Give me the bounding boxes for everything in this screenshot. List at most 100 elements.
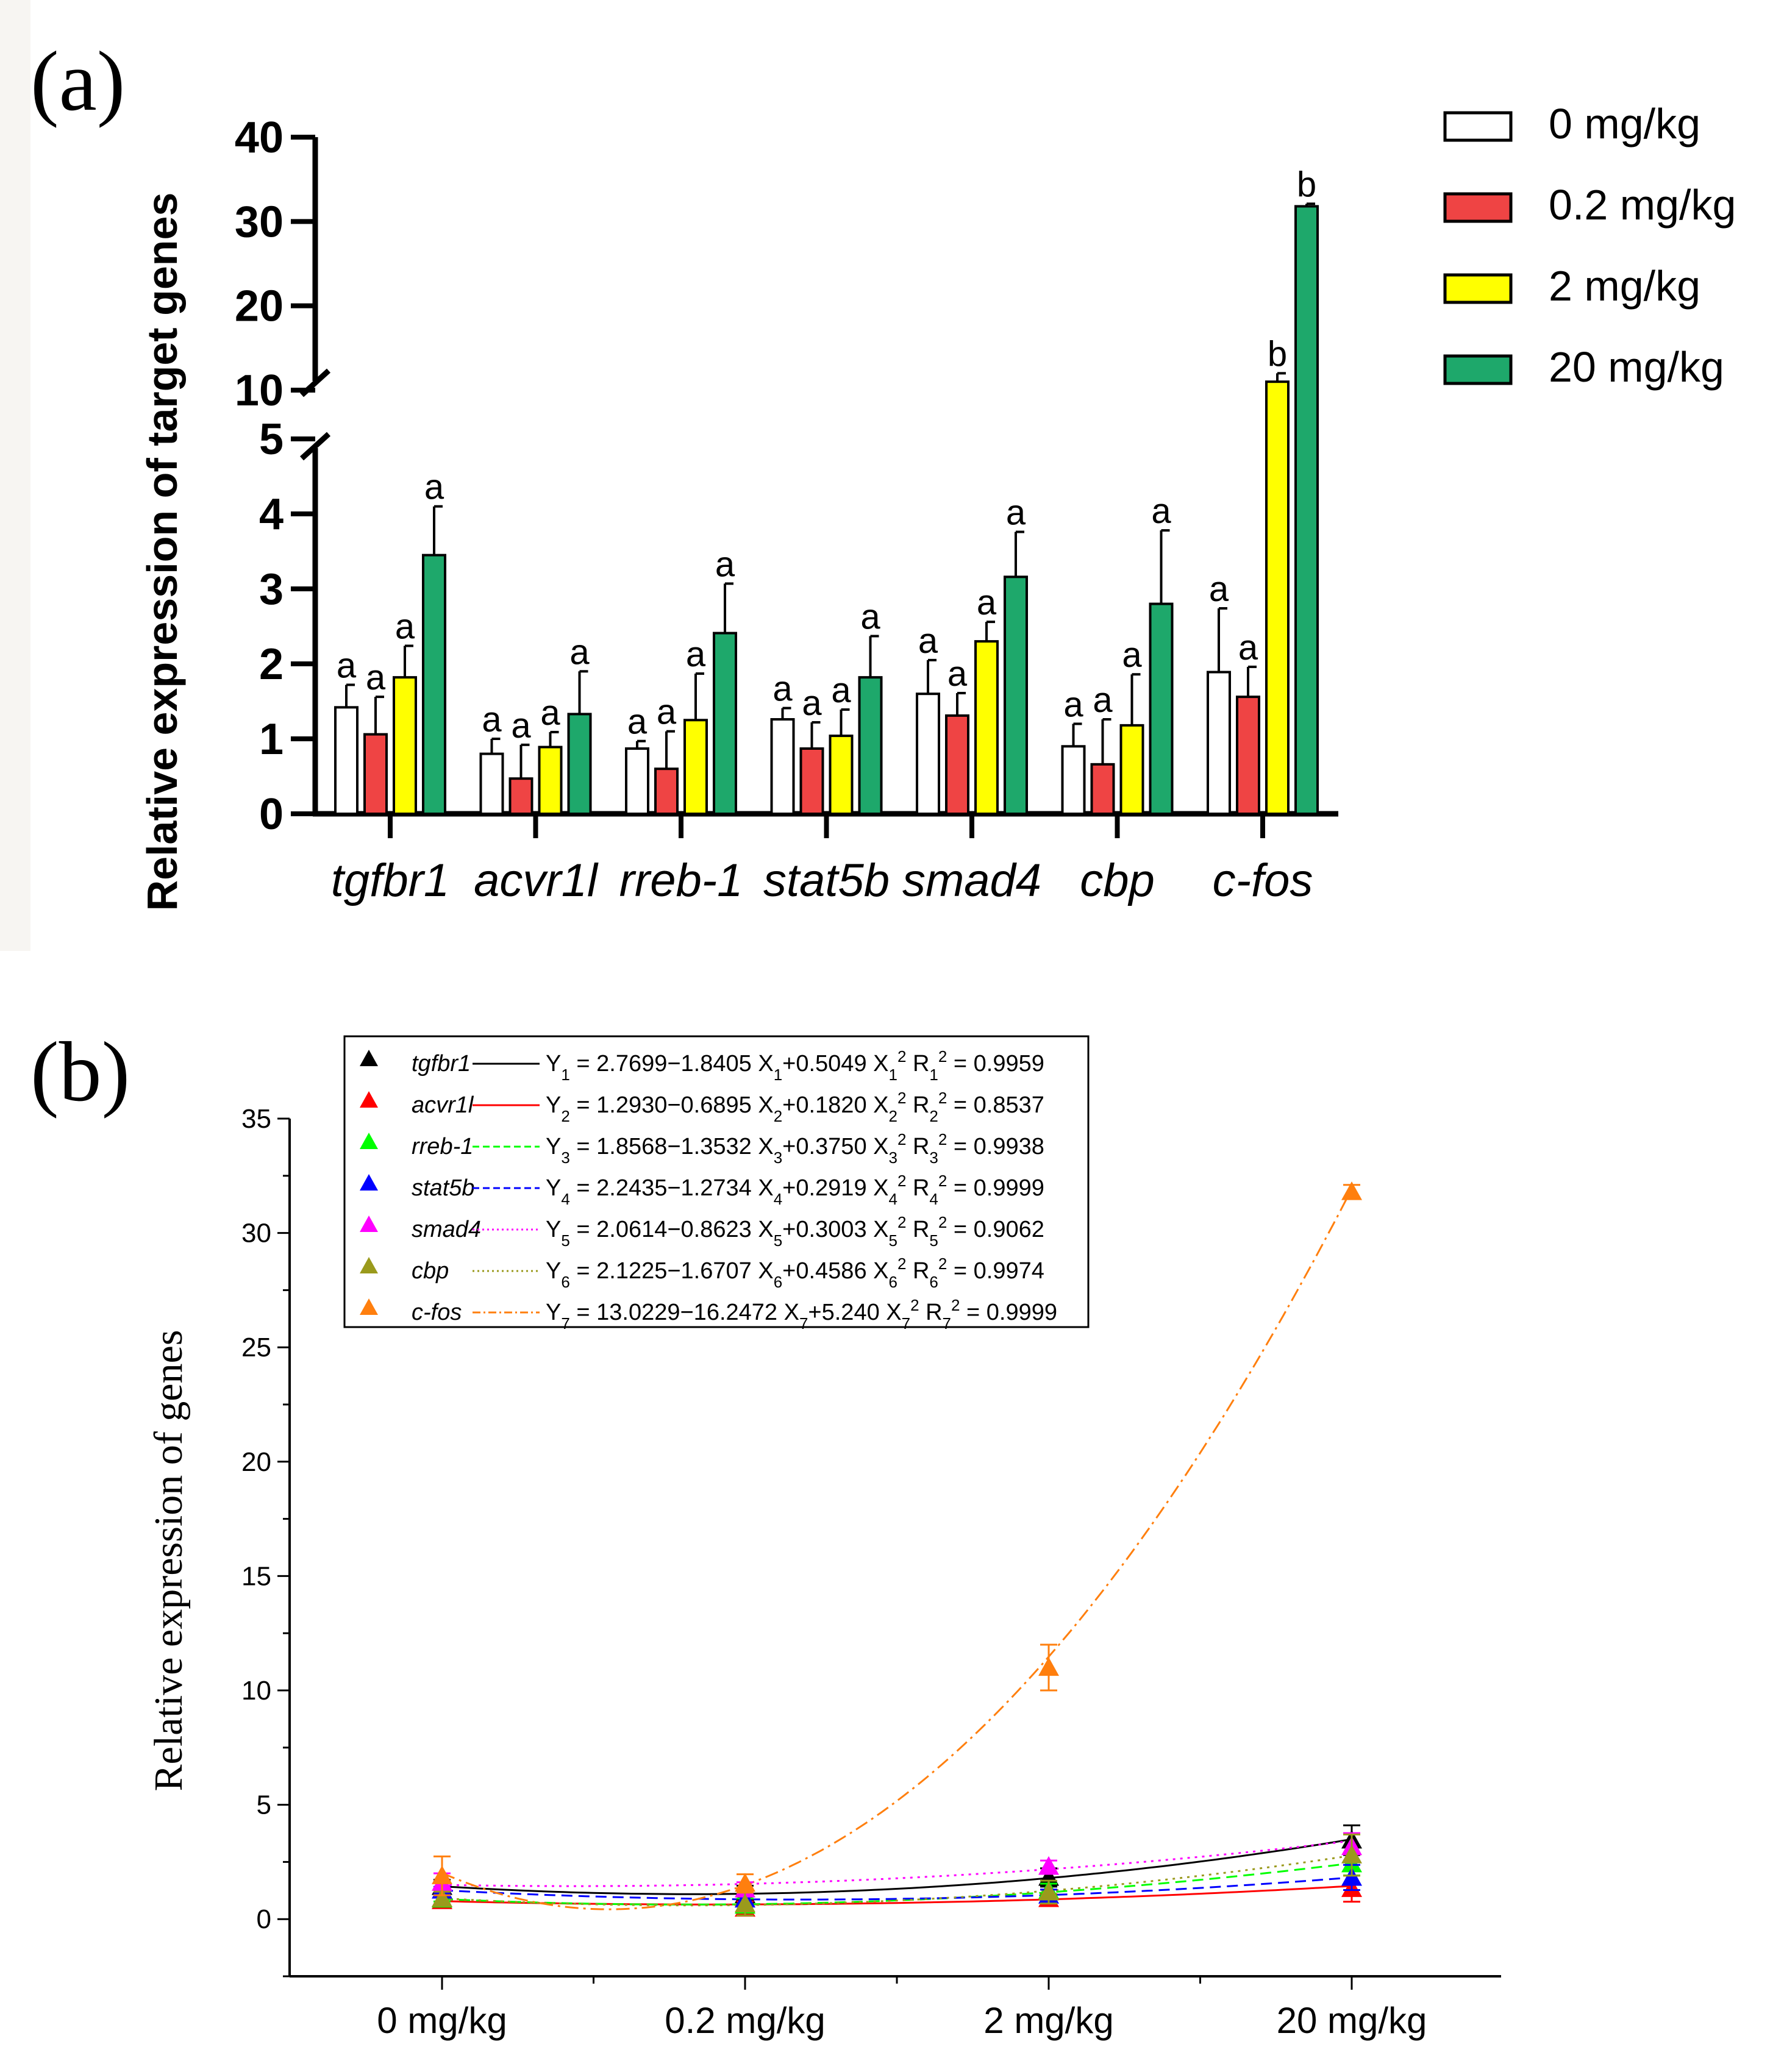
data-point-marker <box>1038 1881 1059 1901</box>
equation-part: 2 <box>561 1107 569 1125</box>
equation-part: Y <box>546 1134 561 1159</box>
equation-part: 5 <box>929 1231 938 1250</box>
equation-part: 1 <box>888 1066 897 1084</box>
legend-marker <box>360 1298 378 1315</box>
legend-marker <box>360 1216 378 1232</box>
equation-part: = 13.0229−16.2472 X <box>570 1300 799 1325</box>
legend-swatch <box>1443 192 1513 223</box>
legend-marker <box>360 1133 378 1149</box>
panel-a-y-axis-label: Relative expression of target genes <box>138 193 186 911</box>
equation-part: 2 <box>938 1255 947 1273</box>
legend-series-name: stat5b <box>412 1175 475 1201</box>
equation-part: = 1.2930−0.6895 X <box>570 1092 774 1118</box>
significance-letter: a <box>1122 635 1142 675</box>
bar <box>713 632 737 815</box>
bar <box>1090 763 1115 815</box>
bar <box>363 733 388 815</box>
bar <box>1207 671 1231 816</box>
significance-letter: a <box>860 597 880 636</box>
bar <box>974 640 999 815</box>
equation-part: = 0.9999 <box>947 1175 1044 1201</box>
legend-equation: Y6 = 2.1225−1.6707 X6+0.4586 X62 R62 = 0… <box>546 1255 1044 1291</box>
equation-part: +0.4586 X <box>782 1258 888 1284</box>
legend-series-name: smad4 <box>412 1217 481 1242</box>
legend-equation: Y3 = 1.8568−1.3532 X3+0.3750 X32 R32 = 0… <box>546 1130 1044 1167</box>
equation-part: = 2.7699−1.8405 X <box>570 1051 774 1077</box>
significance-letter: a <box>1151 491 1171 531</box>
equation-part: = 2.2435−1.2734 X <box>570 1175 774 1201</box>
legend-label: 20 mg/kg <box>1549 343 1724 391</box>
bar <box>654 767 679 815</box>
bar <box>1004 575 1028 815</box>
y-tick-label: 10 <box>235 366 284 415</box>
data-point-marker <box>432 1888 452 1907</box>
bar <box>508 777 533 815</box>
y-tick-label: 30 <box>241 1219 271 1248</box>
significance-letter: a <box>802 683 822 723</box>
y-tick-label: 20 <box>241 1447 271 1477</box>
legend-marker <box>360 1091 378 1108</box>
equation-part: 2 <box>938 1130 947 1148</box>
legend-label: 2 mg/kg <box>1549 262 1700 310</box>
equation-part: 2 <box>774 1107 782 1125</box>
legend-swatch <box>1443 273 1513 304</box>
legend-label: 0.2 mg/kg <box>1549 181 1736 229</box>
y-tick-label: 2 <box>259 640 284 689</box>
legend-equation: Y2 = 1.2930−0.6895 X2+0.1820 X22 R22 = 0… <box>546 1089 1044 1125</box>
x-tick-label: 2 mg/kg <box>983 2000 1113 2041</box>
legend-equation: Y7 = 13.0229−16.2472 X7+5.240 X72 R72 = … <box>546 1296 1057 1333</box>
significance-letter: a <box>395 607 415 646</box>
y-tick-label: 40 <box>235 113 284 162</box>
bar <box>1236 696 1260 815</box>
y-tick-label: 25 <box>241 1333 271 1362</box>
fit-curve-cbp <box>441 1854 1352 1907</box>
significance-letter: a <box>424 468 444 507</box>
equation-part: = 1.8568−1.3532 X <box>570 1134 774 1159</box>
equation-part: 1 <box>774 1066 782 1084</box>
significance-letter: a <box>540 693 560 733</box>
equation-part: R <box>906 1134 929 1159</box>
left-edge-strip <box>0 0 30 951</box>
equation-part: +0.5049 X <box>782 1051 888 1077</box>
legend-series-name: tgfbr1 <box>412 1051 471 1077</box>
y-tick-label: 30 <box>235 198 284 246</box>
equation-part: 6 <box>774 1273 782 1291</box>
bar <box>334 706 359 815</box>
bar <box>829 735 854 815</box>
equation-part: = 0.9974 <box>947 1258 1044 1284</box>
equation-part: = 0.9999 <box>960 1300 1057 1325</box>
equation-part: 2 <box>938 1047 947 1066</box>
y-tick-label: 4 <box>259 490 284 539</box>
bar <box>538 746 563 816</box>
significance-letter: a <box>1209 569 1229 609</box>
equation-part: 7 <box>943 1314 951 1333</box>
significance-letter: a <box>1063 685 1083 724</box>
panel-b-label: (b) <box>30 1025 130 1119</box>
bar <box>916 692 940 815</box>
equation-part: 2 <box>897 1089 906 1107</box>
equation-part: 5 <box>561 1231 569 1250</box>
significance-letter: a <box>511 706 531 746</box>
bar <box>770 718 795 816</box>
equation-part: 7 <box>902 1314 910 1333</box>
equation-part: R <box>906 1175 929 1201</box>
equation-part: +0.2919 X <box>782 1175 888 1201</box>
y-tick-label: 10 <box>241 1676 271 1706</box>
legend-swatch <box>1443 354 1513 385</box>
legend-series-name: cbp <box>412 1258 449 1284</box>
x-tick-label: smad4 <box>902 855 1041 906</box>
significance-letter: a <box>627 702 648 742</box>
equation-part: +5.240 X <box>808 1300 901 1325</box>
fit-curve-acvr1l <box>441 1885 1352 1906</box>
equation-part: 2 <box>897 1213 906 1231</box>
legend-box <box>343 1035 1090 1328</box>
equation-part: 7 <box>799 1314 808 1333</box>
significance-letter: a <box>977 583 997 622</box>
equation-part: 3 <box>888 1148 897 1167</box>
data-point-marker <box>1341 1845 1362 1864</box>
significance-letter: a <box>1238 628 1258 668</box>
y-tick-label: 20 <box>235 282 284 331</box>
